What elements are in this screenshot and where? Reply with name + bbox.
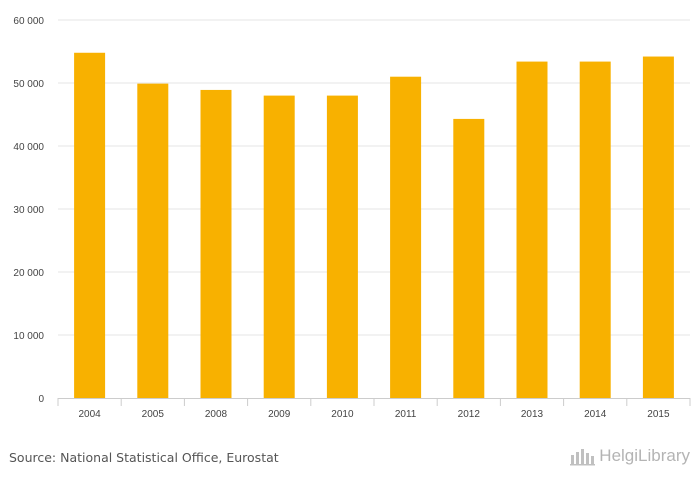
y-axis-tick-labels: 0 10 000 20 000 30 000 40 000 50 000 60 000 <box>13 16 44 405</box>
y-tick-label: 20 000 <box>13 268 44 279</box>
bar-2012[interactable] <box>453 118 485 398</box>
y-tick-label: 0 <box>38 394 44 405</box>
bar-2004[interactable] <box>74 52 106 398</box>
bar-2009[interactable] <box>263 95 295 398</box>
bar-2015[interactable] <box>642 56 674 398</box>
x-tick-label: 2010 <box>331 409 354 420</box>
bar-2010[interactable] <box>326 95 358 398</box>
x-axis-tick-labels: 2004 2005 2008 2009 2010 2011 2012 2013 2014 2015 <box>78 409 669 420</box>
x-tick-label: 2013 <box>521 409 544 420</box>
x-tick-label: 2009 <box>268 409 291 420</box>
x-tick-label: 2005 <box>142 409 165 420</box>
bar-2014[interactable] <box>579 61 611 399</box>
brand-logo[interactable]: HelgiLibrary <box>570 446 690 466</box>
bar-2008[interactable] <box>200 89 232 399</box>
helgi-library-logo-icon <box>570 446 596 466</box>
x-tick-label: 2004 <box>78 409 101 420</box>
bar-2011[interactable] <box>390 76 422 398</box>
bars <box>74 52 674 399</box>
x-tick-label: 2012 <box>458 409 481 420</box>
y-tick-label: 10 000 <box>13 331 44 342</box>
x-tick-label: 2008 <box>205 409 228 420</box>
source-note: Source: National Statistical Office, Eur… <box>9 450 279 465</box>
y-tick-label: 60 000 <box>13 16 44 27</box>
y-tick-label: 30 000 <box>13 205 44 216</box>
x-axis <box>57 398 691 406</box>
x-tick-label: 2015 <box>647 409 670 420</box>
x-tick-label: 2011 <box>395 409 417 420</box>
y-tick-label: 40 000 <box>13 142 44 153</box>
bar-2005[interactable] <box>137 83 169 398</box>
brand-name: HelgiLibrary <box>599 446 690 465</box>
y-tick-label: 50 000 <box>13 79 44 90</box>
x-tick-label: 2014 <box>584 409 607 420</box>
bar-2013[interactable] <box>516 61 548 399</box>
